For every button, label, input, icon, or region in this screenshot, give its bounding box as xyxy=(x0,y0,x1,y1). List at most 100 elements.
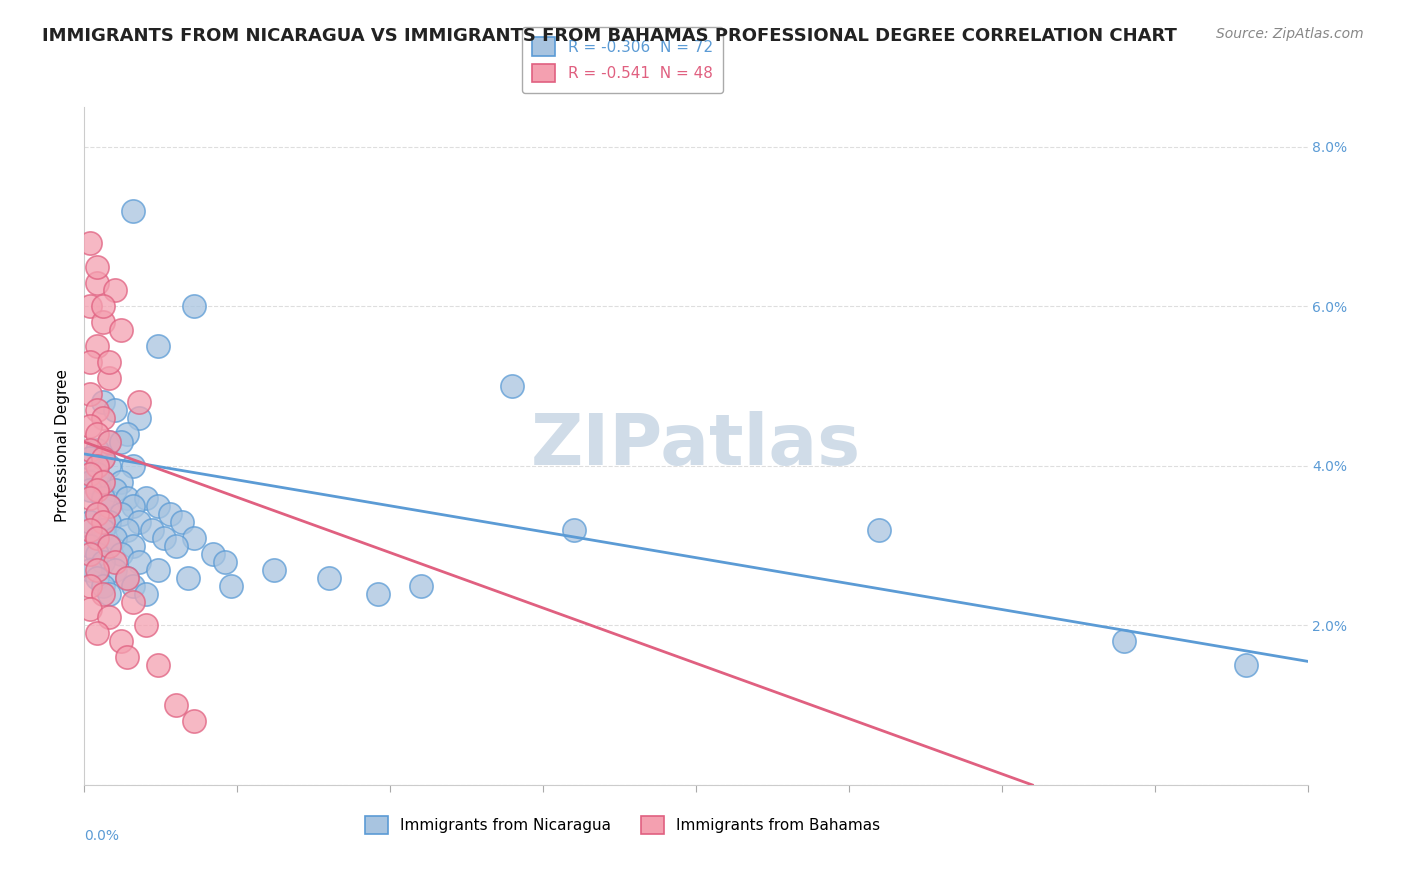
Point xyxy=(141,523,163,537)
Point xyxy=(562,523,585,537)
Point xyxy=(115,650,138,665)
Point xyxy=(165,539,187,553)
Point xyxy=(128,395,150,409)
Point xyxy=(318,571,340,585)
Point xyxy=(86,260,108,274)
Point xyxy=(110,634,132,648)
Point xyxy=(97,458,120,473)
Point xyxy=(86,467,108,481)
Point xyxy=(91,315,114,329)
Point xyxy=(214,555,236,569)
Point xyxy=(110,435,132,450)
Point xyxy=(110,507,132,521)
Point xyxy=(1236,658,1258,673)
Point xyxy=(115,571,138,585)
Point xyxy=(86,531,108,545)
Point xyxy=(79,419,101,434)
Point xyxy=(86,458,108,473)
Point xyxy=(146,499,169,513)
Point xyxy=(79,515,101,529)
Point xyxy=(86,427,108,442)
Point xyxy=(91,300,114,314)
Point xyxy=(869,523,891,537)
Point xyxy=(91,411,114,425)
Text: Source: ZipAtlas.com: Source: ZipAtlas.com xyxy=(1216,27,1364,41)
Point xyxy=(91,555,114,569)
Point xyxy=(86,571,108,585)
Point xyxy=(86,483,108,497)
Point xyxy=(86,276,108,290)
Point xyxy=(79,235,101,250)
Point xyxy=(135,618,157,632)
Point xyxy=(104,483,127,497)
Point xyxy=(91,450,114,465)
Point xyxy=(91,523,114,537)
Point xyxy=(115,523,138,537)
Point xyxy=(97,499,120,513)
Point xyxy=(86,531,108,545)
Point xyxy=(79,539,101,553)
Point xyxy=(115,491,138,505)
Point xyxy=(146,563,169,577)
Point xyxy=(97,586,120,600)
Point xyxy=(79,523,101,537)
Point xyxy=(97,371,120,385)
Point xyxy=(97,499,120,513)
Point xyxy=(1114,634,1136,648)
Point xyxy=(97,355,120,369)
Point xyxy=(183,300,205,314)
Point xyxy=(110,547,132,561)
Point xyxy=(79,491,101,505)
Text: 0.0%: 0.0% xyxy=(84,829,120,843)
Point xyxy=(128,411,150,425)
Point xyxy=(135,491,157,505)
Point xyxy=(146,339,169,353)
Point xyxy=(86,403,108,417)
Point xyxy=(115,571,138,585)
Point xyxy=(86,442,108,457)
Point xyxy=(104,531,127,545)
Point xyxy=(263,563,285,577)
Point xyxy=(91,491,114,505)
Point xyxy=(86,483,108,497)
Point xyxy=(97,610,120,624)
Point xyxy=(79,602,101,616)
Point xyxy=(86,626,108,640)
Text: ZIPatlas: ZIPatlas xyxy=(531,411,860,481)
Point xyxy=(79,483,101,497)
Point xyxy=(79,475,101,489)
Point xyxy=(86,507,108,521)
Point xyxy=(110,475,132,489)
Point xyxy=(177,571,200,585)
Point xyxy=(135,586,157,600)
Point xyxy=(159,507,181,521)
Point xyxy=(79,387,101,401)
Y-axis label: Professional Degree: Professional Degree xyxy=(55,369,70,523)
Point xyxy=(502,379,524,393)
Point xyxy=(122,458,145,473)
Point xyxy=(128,555,150,569)
Point xyxy=(86,339,108,353)
Point xyxy=(122,578,145,592)
Point xyxy=(91,395,114,409)
Point xyxy=(91,515,114,529)
Point xyxy=(367,586,389,600)
Point xyxy=(219,578,242,592)
Point xyxy=(153,531,176,545)
Point xyxy=(86,547,108,561)
Point xyxy=(122,539,145,553)
Point xyxy=(122,499,145,513)
Point xyxy=(97,515,120,529)
Point xyxy=(104,403,127,417)
Point xyxy=(146,658,169,673)
Point xyxy=(91,475,114,489)
Point xyxy=(165,698,187,713)
Point xyxy=(97,435,120,450)
Point xyxy=(79,355,101,369)
Point xyxy=(79,563,101,577)
Point xyxy=(97,435,120,450)
Point xyxy=(122,594,145,608)
Point xyxy=(79,578,101,592)
Point xyxy=(110,323,132,337)
Point xyxy=(97,539,120,553)
